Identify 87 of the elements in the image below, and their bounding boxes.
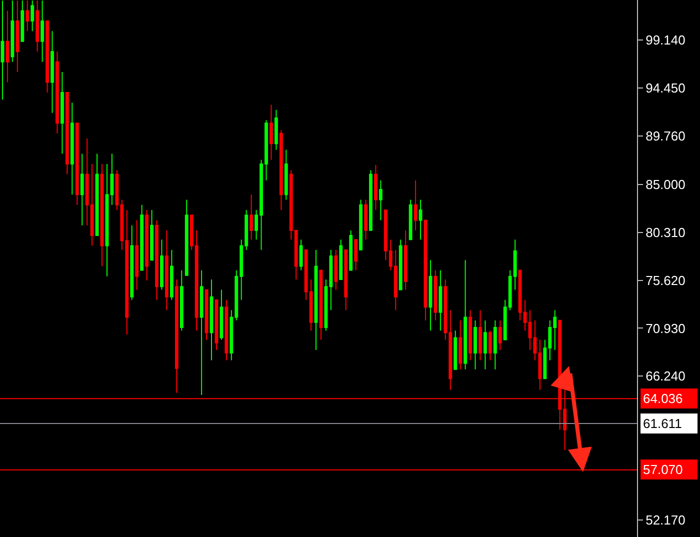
candlestick: [75, 122, 79, 206]
candlestick: [56, 51, 59, 134]
y-tick-label: 94.450: [646, 80, 686, 96]
candlestick: [414, 180, 418, 231]
candlestick: [174, 278, 178, 394]
candlestick: [464, 260, 468, 370]
candlestick: [488, 330, 492, 361]
y-tick-label: 70.930: [646, 320, 686, 336]
candlestick: [50, 30, 54, 114]
candlestick: [359, 199, 363, 250]
y-tick-label: 99.140: [646, 32, 686, 48]
candlestick: [16, 0, 20, 73]
candlestick: [160, 239, 164, 290]
candlestick: [6, 10, 10, 83]
candlestick: [30, 0, 34, 32]
candlestick: [105, 164, 109, 277]
candlestick: [180, 270, 184, 332]
candlestick: [46, 20, 49, 93]
candlestick: [80, 153, 84, 226]
candlestick: [95, 153, 99, 236]
y-tick-label: 80.310: [646, 224, 686, 240]
candlestick: [100, 164, 104, 267]
candlestick: [270, 104, 273, 160]
candlestick: [60, 72, 64, 154]
y-tick-label: 89.760: [646, 128, 686, 144]
candlestick: [299, 239, 303, 271]
candlestick: [65, 92, 69, 175]
candlestick: [110, 153, 114, 206]
candlestick: [398, 239, 402, 290]
candlestick: [434, 270, 438, 321]
candlestick: [220, 289, 224, 340]
y-tick-label: 66.240: [646, 368, 686, 384]
candlestick: [70, 102, 74, 196]
candlestick: [334, 249, 338, 290]
candlestick: [454, 330, 458, 370]
candlestick: [458, 320, 462, 370]
candlestick: [40, 0, 44, 62]
candlestick: [210, 278, 214, 361]
candlestick: [204, 289, 208, 340]
ref-line-label: 64.036: [643, 391, 683, 406]
candlestick: [0, 0, 4, 100]
candlestick: [274, 109, 278, 150]
candlestick: [140, 204, 144, 271]
candlestick: [364, 199, 368, 240]
ref-line-label: 61.611: [643, 416, 682, 431]
candlestick: [369, 170, 372, 231]
candlestick: [200, 270, 204, 396]
candlestick: [36, 0, 40, 52]
candlestick: [344, 249, 348, 311]
candlestick: [424, 220, 428, 321]
candlestick: [374, 164, 378, 210]
candlestick: [170, 249, 174, 300]
candlestick: [354, 239, 358, 271]
candlestick: [498, 320, 502, 350]
y-tick-label: 52.170: [646, 512, 686, 528]
candlestick: [474, 320, 477, 370]
candlestick: [478, 310, 482, 361]
candlestick: [20, 0, 24, 42]
candlestick: [428, 260, 432, 332]
candlestick: [155, 220, 158, 300]
candlestick: [184, 199, 188, 276]
candlestick: [418, 199, 422, 240]
candlestick: [408, 199, 412, 240]
candlestick: [250, 194, 254, 240]
candlestick: [404, 230, 408, 290]
candlestick: [284, 149, 288, 200]
candlestick: [145, 210, 149, 282]
candlestick: [10, 0, 14, 62]
candlestick: [493, 320, 497, 370]
candlestick: [314, 249, 318, 350]
candlestick: [150, 210, 154, 261]
candlestick: [165, 230, 168, 311]
candlestick: [349, 230, 353, 271]
candlestick: [339, 239, 343, 280]
candlestick: [438, 270, 442, 332]
y-tick-label: 85.000: [646, 177, 686, 192]
y-tick-label: 75.620: [646, 272, 686, 288]
candlestick: [224, 299, 228, 361]
candlestick: [279, 130, 283, 210]
candlestick: [135, 220, 139, 290]
candlestick: [26, 0, 30, 32]
ref-line-label: 57.070: [643, 462, 683, 477]
candlestick: [130, 224, 134, 300]
candlestick: [468, 310, 472, 361]
candlestick: [484, 320, 487, 370]
candlestick: [378, 180, 382, 221]
candlestick: [319, 270, 323, 340]
